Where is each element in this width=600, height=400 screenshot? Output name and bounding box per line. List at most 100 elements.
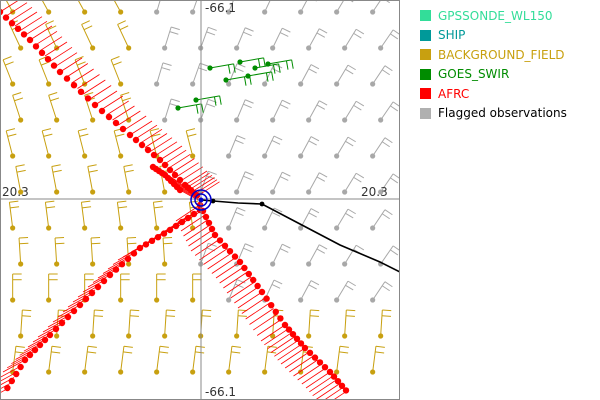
legend-item-background-field[interactable]: BACKGROUND_FIELD: [420, 45, 596, 65]
barb-feather: [87, 351, 97, 354]
barb-feather: [169, 31, 179, 35]
flagged-wind-barb: [306, 244, 328, 267]
legend-item-gpssonde[interactable]: GPSSONDE_WL150: [420, 6, 596, 26]
afrc-barb: [215, 261, 241, 279]
barb-feather: [271, 140, 281, 145]
barb-feather: [384, 209, 393, 216]
barb-feather: [186, 128, 196, 132]
afrc-observation-dot: [36, 341, 44, 349]
afrc-observation-dot: [272, 308, 279, 315]
background-wind-barb: [54, 236, 65, 267]
background-wind-barb: [5, 128, 17, 159]
barb-feather: [310, 208, 320, 214]
flagged-wind-barb: [306, 28, 328, 51]
barb-staff: [48, 346, 53, 373]
afrc-observation-dot: [231, 253, 239, 260]
background-wind-barb: [190, 273, 202, 303]
barb-feather: [390, 177, 399, 184]
barb-staff: [308, 100, 320, 121]
afrc-barb: [223, 271, 248, 289]
afrc-observation-dot: [63, 75, 71, 82]
barb-staff: [372, 137, 386, 157]
barb-feather: [151, 133, 161, 137]
wind-barb-map[interactable]: -66.1 -66.1 20.3 20.3: [0, 0, 400, 400]
background-wind-barb: [154, 273, 166, 303]
barb-feather: [87, 164, 97, 167]
afrc-observation-dot: [56, 68, 64, 76]
legend-label: AFRC: [438, 86, 470, 101]
afrc-observation-dot: [311, 354, 319, 361]
afrc-observation-dot: [258, 288, 266, 296]
barb-feather: [390, 249, 399, 256]
background-wind-barb: [117, 20, 132, 51]
afrc-barb: [88, 85, 112, 100]
background-wind-barb: [126, 309, 140, 339]
background-wind-barb: [38, 56, 52, 87]
legend-item-afrc[interactable]: AFRC: [420, 84, 596, 104]
legend-item-ship[interactable]: SHIP: [420, 26, 596, 46]
background-wind-barb: [118, 273, 130, 303]
barb-staff: [12, 95, 22, 121]
afrc-barb: [175, 204, 201, 222]
barb-staff: [372, 0, 382, 13]
afrc-observation-dot: [330, 373, 338, 380]
goes-wind-barb: [265, 59, 294, 70]
legend-item-goes-swir[interactable]: GOES_SWIR: [420, 65, 596, 85]
barb-feather: [159, 345, 169, 348]
background-wind-barb: [46, 273, 58, 303]
barb-feather: [81, 200, 91, 203]
afrc-observation-dot: [94, 283, 102, 291]
afrc-observation-dot: [161, 161, 169, 169]
barb-staff: [228, 279, 238, 301]
barb-feather: [390, 33, 399, 40]
flagged-wind-barb: [370, 281, 393, 303]
barb-staff: [272, 27, 283, 49]
barb-dot: [154, 9, 160, 15]
barb-staff: [45, 24, 58, 49]
barb-staff: [228, 135, 238, 157]
afrc-observation-dot: [281, 321, 289, 329]
afrc-observation-dot: [166, 166, 174, 174]
flagged-wind-barb: [298, 136, 320, 159]
legend-label: GOES_SWIR: [438, 67, 510, 82]
storm-center-marker[interactable]: [190, 189, 212, 211]
background-wind-barb: [90, 309, 104, 339]
barb-staff: [380, 101, 394, 121]
barb-staff: [84, 346, 89, 373]
afrc-barb: [241, 297, 267, 314]
afrc-barb: [245, 302, 270, 320]
background-wind-barb: [334, 345, 349, 375]
barb-feather: [279, 248, 289, 253]
afrc-barb: [59, 57, 83, 73]
barb-feather: [339, 351, 349, 354]
barb-feather: [316, 248, 326, 254]
flagged-wind-barb: [342, 28, 365, 51]
barb-feather: [16, 169, 26, 173]
afrc-barb: [168, 153, 191, 169]
barb-feather: [6, 128, 16, 132]
barb-feather: [282, 243, 291, 249]
barb-staff: [54, 238, 58, 265]
afrc-observation-dot: [58, 319, 66, 327]
afrc-barb: [234, 286, 259, 304]
afrc-barb: [270, 336, 296, 353]
barb-staff: [120, 95, 130, 121]
barb-feather: [195, 351, 205, 354]
afrc-observation-dot: [306, 349, 314, 356]
barb-feather: [234, 283, 244, 288]
barb-dot: [46, 153, 52, 159]
afrc-observation-dot: [221, 242, 229, 249]
legend-item-flagged[interactable]: Flagged observations: [420, 104, 596, 124]
barb-staff: [200, 99, 209, 121]
barb-feather: [120, 92, 130, 96]
barb-feather: [91, 242, 101, 245]
afrc-observation-dot: [148, 237, 156, 244]
barb-feather: [381, 69, 390, 76]
afrc-observation-dot: [21, 356, 29, 364]
barb-feather: [381, 285, 390, 292]
barb-staff: [128, 310, 131, 337]
afrc-barb: [184, 170, 208, 186]
afrc-observation-dot: [208, 225, 216, 233]
flagged-wind-barb: [270, 171, 291, 195]
barb-feather: [318, 172, 328, 178]
